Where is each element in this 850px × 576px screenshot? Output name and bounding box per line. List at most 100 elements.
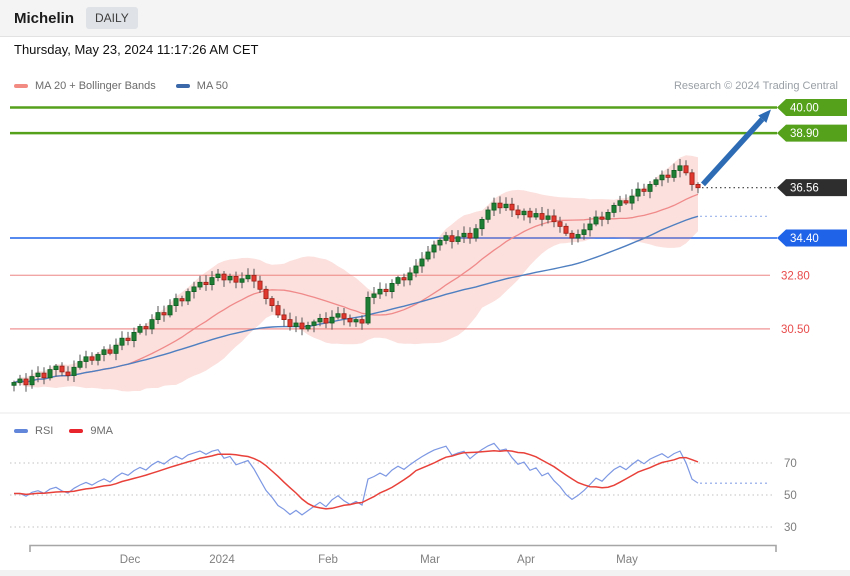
candle-body	[635, 188, 641, 197]
candle-body	[563, 225, 569, 234]
candle-body	[437, 239, 443, 246]
candle-body	[485, 209, 491, 220]
candle-body	[533, 213, 539, 218]
candle-body	[677, 165, 683, 171]
rsi-9ma-line	[14, 449, 699, 510]
candle-body	[191, 286, 197, 292]
candle-body	[527, 210, 533, 218]
candle-body	[389, 282, 395, 292]
x-axis-label-Feb: Feb	[318, 554, 338, 566]
candle-body	[461, 232, 467, 238]
candle-body	[419, 258, 425, 267]
candle-body	[47, 369, 53, 379]
candle-body	[599, 216, 605, 220]
candle-body	[263, 288, 269, 299]
candle-body	[215, 273, 221, 279]
candle-body	[623, 200, 629, 204]
candle-body	[509, 203, 515, 211]
candle-body	[125, 337, 131, 341]
timeframe-badge[interactable]: DAILY	[86, 7, 138, 29]
candle-body	[341, 313, 347, 319]
candle-body	[431, 244, 437, 253]
bollinger-band	[14, 155, 698, 392]
candle-body	[581, 229, 587, 235]
candle-body	[479, 218, 485, 230]
legend-ma50: MA 50	[175, 80, 228, 92]
candle-body	[155, 312, 161, 321]
candle-body	[251, 274, 257, 282]
candle-body	[383, 288, 389, 292]
chart-header: Michelin DAILY	[0, 0, 850, 37]
candle-body	[641, 188, 647, 192]
candle-body	[449, 235, 455, 242]
level-label-30.50: 30.50	[781, 324, 810, 336]
candle-body	[695, 183, 701, 189]
candle-body	[53, 365, 59, 371]
candle-body	[59, 365, 65, 373]
candle-body	[35, 372, 41, 378]
candle-body	[11, 382, 17, 386]
x-axis-label-May: May	[616, 554, 638, 566]
price-tag-38.90	[777, 124, 847, 142]
candle-body	[557, 221, 563, 227]
candle-body	[299, 322, 305, 330]
candle-body	[113, 344, 119, 354]
candle-body	[407, 272, 413, 281]
bullish-arrow-head	[758, 109, 771, 123]
candle-body	[611, 204, 617, 213]
candle-body	[629, 195, 635, 204]
level-label-32.80: 32.80	[781, 270, 810, 282]
candle-body	[515, 209, 521, 216]
price-tag-label-38.90: 38.90	[790, 128, 819, 140]
candle-body	[89, 356, 95, 361]
candle-body	[539, 213, 545, 220]
candle-body	[359, 319, 365, 324]
bottom-strip	[0, 570, 850, 576]
candles	[11, 159, 701, 392]
candle-body	[653, 179, 659, 185]
candle-body	[17, 378, 23, 383]
candle-body	[287, 319, 293, 328]
candle-body	[239, 278, 245, 283]
candle-body	[23, 378, 29, 386]
candle-body	[311, 321, 317, 326]
candle-body	[119, 337, 125, 346]
candle-body	[101, 349, 107, 355]
legend-rsi-label: RSI	[35, 425, 54, 437]
candle-body	[107, 349, 113, 354]
candle-body	[143, 326, 149, 330]
x-axis-label-Mar: Mar	[420, 554, 440, 566]
candle-body	[683, 165, 689, 174]
candle-body	[149, 319, 155, 330]
candle-body	[179, 298, 185, 302]
candle-body	[659, 174, 665, 181]
candle-body	[395, 277, 401, 284]
legend-ma50-label: MA 50	[196, 80, 228, 92]
rsi-line	[14, 442, 699, 516]
candle-body	[293, 322, 299, 327]
legend-9ma: 9MA	[69, 425, 113, 437]
candle-body	[353, 319, 359, 323]
x-axis-label-Dec: Dec	[120, 554, 141, 566]
timestamp: Thursday, May 23, 2024 11:17:26 AM CET	[14, 42, 259, 57]
candle-body	[77, 361, 83, 368]
candle-body	[371, 293, 377, 298]
candle-body	[173, 298, 179, 307]
x-axis-bracket	[29, 544, 777, 552]
rsi-guide-label-70: 70	[784, 458, 797, 470]
candle-body	[473, 228, 479, 239]
candle-body	[221, 273, 227, 281]
candle-body	[551, 215, 557, 223]
candle-body	[275, 305, 281, 316]
candle-body	[65, 371, 71, 376]
candle-body	[305, 324, 311, 330]
candle-body	[197, 281, 203, 288]
candle-body	[161, 312, 167, 316]
candle-body	[671, 169, 677, 178]
candle-body	[593, 216, 599, 225]
candle-body	[569, 232, 575, 239]
candle-body	[455, 236, 461, 242]
candle-body	[413, 265, 419, 274]
candle-body	[167, 305, 173, 316]
